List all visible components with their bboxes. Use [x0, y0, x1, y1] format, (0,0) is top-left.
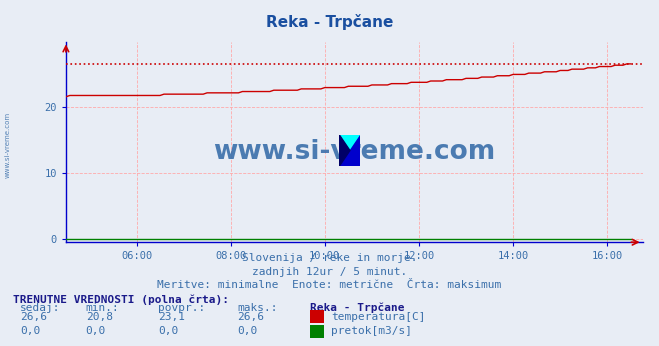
Text: zadnjih 12ur / 5 minut.: zadnjih 12ur / 5 minut.	[252, 267, 407, 276]
Text: 0,0: 0,0	[237, 327, 258, 336]
Text: temperatura[C]: temperatura[C]	[331, 312, 425, 321]
Text: 0,0: 0,0	[20, 327, 40, 336]
Text: Slovenija / reke in morje.: Slovenija / reke in morje.	[242, 253, 417, 263]
Text: min.:: min.:	[86, 303, 119, 313]
Text: povpr.:: povpr.:	[158, 303, 206, 313]
Text: Meritve: minimalne  Enote: metrične  Črta: maksimum: Meritve: minimalne Enote: metrične Črta:…	[158, 281, 501, 290]
Text: sedaj:: sedaj:	[20, 303, 60, 313]
Text: maks.:: maks.:	[237, 303, 277, 313]
Text: www.si-vreme.com: www.si-vreme.com	[5, 112, 11, 179]
Text: 26,6: 26,6	[237, 312, 264, 321]
Text: 0,0: 0,0	[158, 327, 179, 336]
Text: Reka - Trpčane: Reka - Trpčane	[310, 303, 404, 313]
Text: pretok[m3/s]: pretok[m3/s]	[331, 327, 412, 336]
Text: TRENUTNE VREDNOSTI (polna črta):: TRENUTNE VREDNOSTI (polna črta):	[13, 294, 229, 304]
Text: 0,0: 0,0	[86, 327, 106, 336]
Text: 23,1: 23,1	[158, 312, 185, 321]
Text: www.si-vreme.com: www.si-vreme.com	[213, 139, 496, 165]
Polygon shape	[339, 135, 350, 166]
Text: 26,6: 26,6	[20, 312, 47, 321]
Polygon shape	[339, 135, 360, 166]
Polygon shape	[339, 135, 360, 166]
Text: 20,8: 20,8	[86, 312, 113, 321]
Text: Reka - Trpčane: Reka - Trpčane	[266, 15, 393, 30]
